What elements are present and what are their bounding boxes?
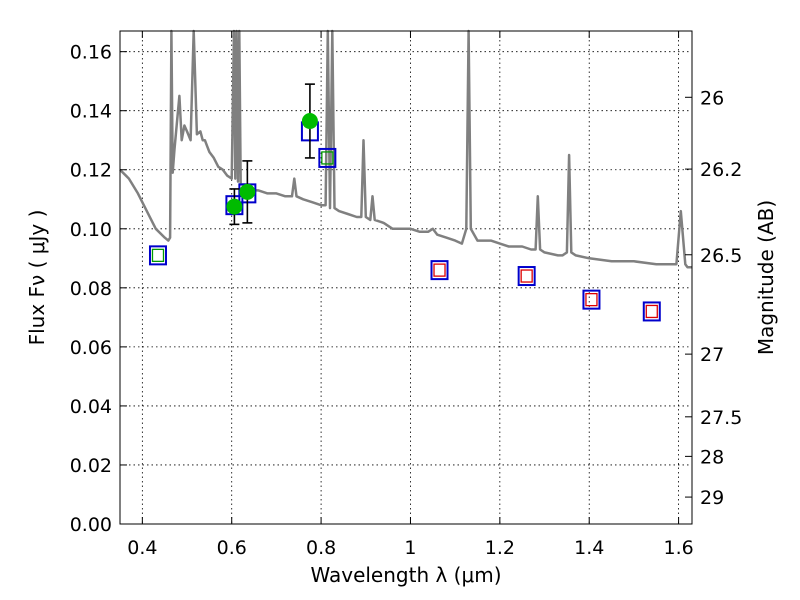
y2-axis-title: Magnitude (AB): [754, 200, 778, 355]
x-tick-label: 1.4: [574, 537, 604, 559]
red-open-square: [520, 269, 533, 283]
y-tick-label: 0.06: [70, 337, 112, 359]
y2-tick-label: 27.5: [700, 407, 742, 429]
x-tick-label: 0.8: [306, 537, 336, 559]
y2-tick-label: 28: [700, 446, 724, 468]
green-open-square: [151, 248, 165, 263]
model-flux-square: [148, 245, 167, 266]
observed-point: [239, 183, 256, 200]
y-tick-label: 0.08: [70, 278, 112, 300]
model-flux-square: [318, 147, 337, 168]
model-sed-line: [119, 29, 692, 269]
model-flux-square: [517, 266, 536, 287]
y2-tick-label: 26: [700, 87, 724, 109]
y2-tick-label: 27: [700, 344, 724, 366]
y-tick-label: 0.02: [70, 455, 112, 477]
red-open-square: [585, 292, 598, 307]
observed-point: [226, 198, 243, 215]
x-tick-label: 0.4: [127, 537, 157, 559]
model-flux-square: [582, 289, 601, 310]
y-tick-label: 0.14: [70, 101, 112, 123]
red-open-square: [433, 263, 446, 277]
y-tick-label: 0.00: [70, 514, 112, 536]
plot-frame: [119, 30, 693, 525]
green-open-square: [321, 151, 334, 165]
x-tick-label: 1.2: [485, 537, 515, 559]
x-axis-title: Wavelength λ (μm): [310, 563, 501, 587]
model-flux-square: [642, 301, 661, 322]
y-tick-label: 0.10: [70, 219, 112, 241]
axis-ticks: 0.4 0.6 0.8 1 1.2 1.4 1.6 0.00 0.02 0.04 0.06 0.08 0…: [70, 31, 742, 559]
y2-tick-label: 26.2: [700, 159, 742, 181]
y-axis-title: Flux Fν ( μJy ): [25, 210, 49, 346]
x-tick-label: 0.6: [217, 537, 247, 559]
model-flux-square: [430, 260, 449, 281]
x-tick-label: 1: [404, 537, 416, 559]
red-open-square: [645, 304, 658, 319]
plot-series: [119, 29, 692, 322]
y2-tick-label: 26.5: [700, 245, 742, 267]
observed-point: [301, 113, 318, 130]
y-tick-label: 0.04: [70, 396, 112, 418]
x-tick-label: 1.6: [663, 537, 693, 559]
y-tick-label: 0.12: [70, 160, 112, 182]
grid: [120, 31, 692, 525]
y-tick-label: 0.16: [70, 42, 112, 64]
y2-tick-label: 29: [700, 487, 724, 509]
